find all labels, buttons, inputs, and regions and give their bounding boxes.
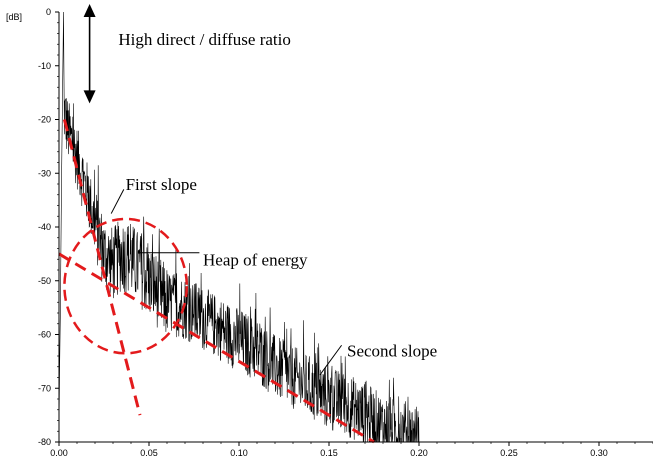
annotation-1: First slope	[126, 175, 197, 194]
arrow-head-down	[83, 90, 96, 104]
x-tick-label: 0.25	[500, 448, 518, 458]
noise-layer	[58, 11, 420, 443]
x-tick-label: 0.00	[50, 448, 68, 458]
y-tick-label: -80	[38, 437, 51, 447]
arrow-head-up	[83, 3, 96, 17]
second-slope-leader	[319, 344, 343, 376]
second-slope-fit	[58, 252, 375, 444]
x-tick-label: 0.10	[230, 448, 248, 458]
y-tick-label: -40	[38, 222, 51, 232]
first-slope-leader	[110, 189, 125, 214]
y-tick-label: -60	[38, 330, 51, 340]
first-slope-fit	[62, 119, 142, 416]
y-tick-label: 0	[46, 7, 51, 17]
y-tick-label: -20	[38, 115, 51, 125]
energy-heap-ellipse	[63, 217, 189, 355]
annotation-2: Heap of energy	[203, 250, 308, 269]
y-tick-label: -50	[38, 276, 51, 286]
label-layer: [dB] 0 -10 -20 -30 -40 -50 -60 -70 -800.00 0.05 0.…	[6, 7, 608, 458]
y-tick-label: -30	[38, 168, 51, 178]
overlay-layer	[58, 3, 375, 444]
x-tick-label: 0.05	[140, 448, 158, 458]
x-tick-label: 0.20	[410, 448, 428, 458]
annotation-3: Second slope	[347, 342, 437, 361]
decay-trace	[58, 11, 420, 443]
axis-layer	[55, 11, 653, 446]
x-tick-label: 0.30	[590, 448, 608, 458]
y-axis-unit-label: [dB]	[6, 12, 22, 22]
annotation-0: High direct / diffuse ratio	[118, 30, 290, 49]
y-tick-label: -10	[38, 61, 51, 71]
x-tick-label: 0.15	[320, 448, 338, 458]
y-tick-label: -70	[38, 383, 51, 393]
